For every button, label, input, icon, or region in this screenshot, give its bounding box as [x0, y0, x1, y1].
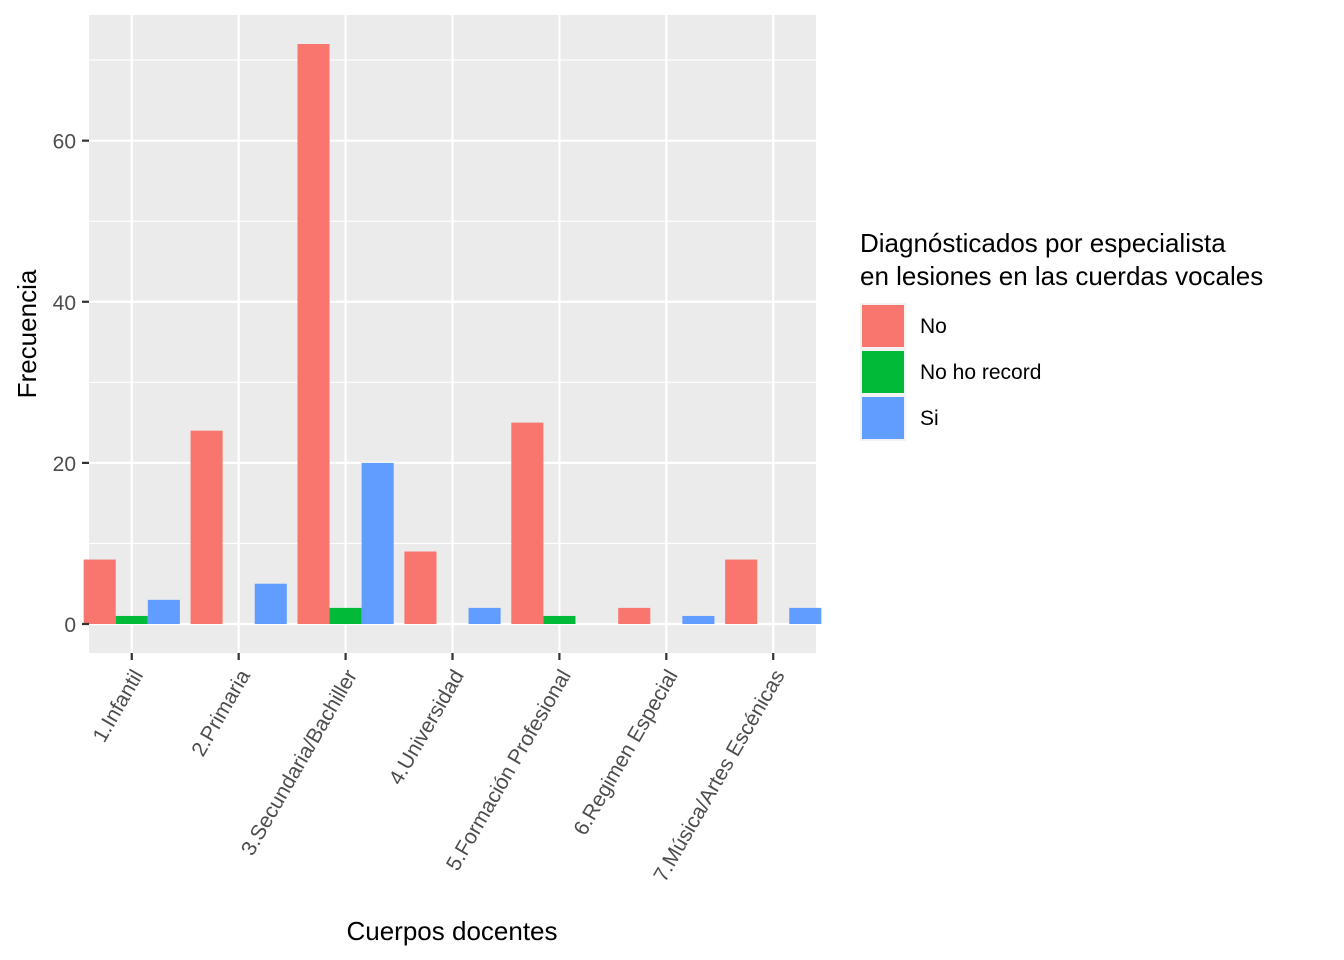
- bar: [789, 607, 822, 624]
- legend-key: [862, 397, 904, 439]
- bar: [618, 607, 651, 624]
- y-axis: 0 20 40 60: [53, 131, 89, 637]
- bar: [115, 615, 148, 624]
- bar: [725, 559, 758, 624]
- y-tick-label: 0: [64, 614, 76, 637]
- bar: [511, 422, 544, 624]
- bar: [147, 599, 180, 624]
- legend-title-line-2: en lesiones en las cuerdas vocales: [860, 261, 1263, 291]
- bars: [83, 44, 822, 624]
- bar: [404, 551, 437, 624]
- bar: [361, 462, 394, 624]
- bar: [83, 559, 116, 624]
- bar: [190, 430, 223, 624]
- bar: [254, 583, 287, 624]
- legend-label: No: [920, 315, 947, 338]
- y-tick-label: 60: [53, 131, 76, 154]
- bar: [682, 615, 715, 624]
- legend-label: No ho record: [920, 361, 1041, 384]
- y-tick-label: 20: [53, 453, 76, 476]
- bar: [543, 615, 576, 624]
- legend-label: Si: [920, 407, 939, 430]
- y-tick-label: 40: [53, 292, 76, 315]
- x-axis-title: Cuerpos docentes: [346, 916, 557, 946]
- legend: Diagnósticados por especialista en lesio…: [860, 228, 1263, 441]
- bar: [329, 607, 362, 624]
- legend-title-line-1: Diagnósticados por especialista: [860, 228, 1226, 258]
- bar: [468, 607, 501, 624]
- bar: [297, 44, 330, 624]
- legend-key: [862, 351, 904, 393]
- y-axis-title: Frecuencia: [12, 269, 42, 398]
- legend-key: [862, 305, 904, 347]
